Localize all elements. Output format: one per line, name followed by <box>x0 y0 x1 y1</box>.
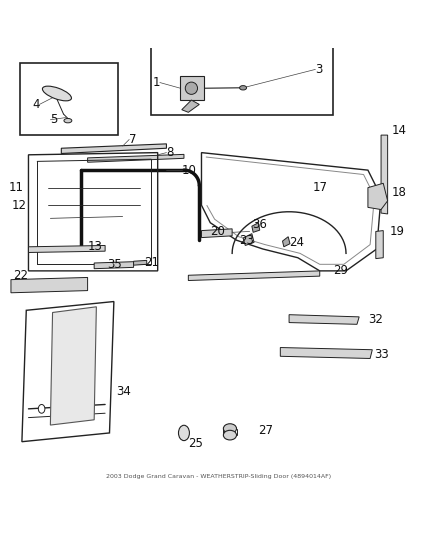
Text: 21: 21 <box>145 256 159 269</box>
Ellipse shape <box>39 405 45 413</box>
Polygon shape <box>11 278 88 293</box>
Text: 35: 35 <box>107 258 122 271</box>
Text: 13: 13 <box>88 240 102 253</box>
Bar <box>20 63 118 135</box>
Polygon shape <box>252 223 260 232</box>
Text: 20: 20 <box>210 225 225 238</box>
Polygon shape <box>243 233 254 246</box>
Text: 2003 Dodge Grand Caravan - WEATHERSTRIP-Sliding Door (4894014AF): 2003 Dodge Grand Caravan - WEATHERSTRIP-… <box>106 474 332 479</box>
Text: 10: 10 <box>182 164 197 176</box>
Bar <box>151 45 333 115</box>
Text: 18: 18 <box>392 185 407 198</box>
Polygon shape <box>94 262 134 269</box>
Text: 23: 23 <box>239 233 254 247</box>
Text: 22: 22 <box>14 269 28 282</box>
Polygon shape <box>201 229 232 238</box>
Text: 25: 25 <box>188 438 203 450</box>
Text: 19: 19 <box>390 225 405 238</box>
Polygon shape <box>50 307 96 425</box>
Polygon shape <box>182 100 199 112</box>
Polygon shape <box>381 135 388 214</box>
Polygon shape <box>88 155 184 162</box>
Text: 36: 36 <box>252 219 267 231</box>
Ellipse shape <box>223 430 237 440</box>
Text: 8: 8 <box>166 146 174 159</box>
Polygon shape <box>368 183 388 209</box>
Polygon shape <box>280 348 372 359</box>
Ellipse shape <box>178 425 189 441</box>
Text: 29: 29 <box>333 264 348 277</box>
Ellipse shape <box>240 86 247 90</box>
Text: 3: 3 <box>315 63 323 76</box>
Ellipse shape <box>64 118 72 123</box>
Ellipse shape <box>185 82 198 94</box>
Polygon shape <box>188 271 320 280</box>
Polygon shape <box>134 260 147 265</box>
Ellipse shape <box>223 424 237 433</box>
Polygon shape <box>289 314 359 324</box>
Text: 32: 32 <box>368 312 383 326</box>
Text: 14: 14 <box>392 124 407 137</box>
Text: 17: 17 <box>313 181 328 194</box>
Text: 7: 7 <box>129 133 137 146</box>
Text: 33: 33 <box>374 348 389 361</box>
Text: 5: 5 <box>50 114 58 126</box>
Text: 4: 4 <box>32 98 39 111</box>
Polygon shape <box>283 237 290 247</box>
Text: 24: 24 <box>289 236 304 249</box>
Text: 11: 11 <box>9 181 24 194</box>
Polygon shape <box>61 144 166 154</box>
Text: 12: 12 <box>11 199 26 212</box>
Text: 27: 27 <box>258 424 273 437</box>
Text: 34: 34 <box>116 385 131 398</box>
Polygon shape <box>376 231 383 259</box>
Polygon shape <box>28 246 105 253</box>
Bar <box>180 76 204 100</box>
Text: 1: 1 <box>152 76 160 89</box>
Ellipse shape <box>42 86 71 101</box>
